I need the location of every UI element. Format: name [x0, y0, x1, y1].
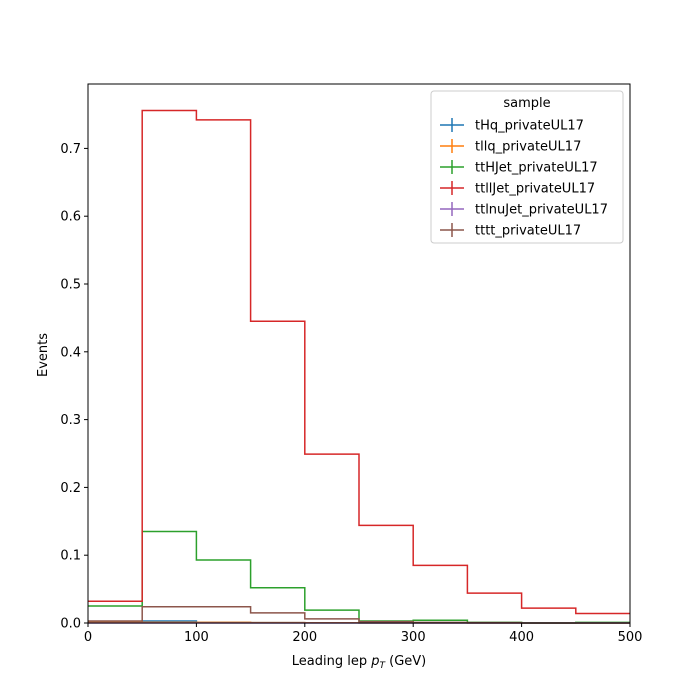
x-tick-label: 400 — [509, 630, 534, 645]
x-tick-label: 100 — [184, 630, 209, 645]
legend-box — [430, 90, 624, 244]
legend-label: ttHJet_privateUL17 — [475, 161, 598, 176]
legend-label: ttllJet_privateUL17 — [475, 182, 595, 197]
legend-label: tttt_privateUL17 — [475, 224, 581, 239]
legend-label: ttlnuJet_privateUL17 — [475, 203, 608, 218]
x-tick-label: 500 — [618, 630, 643, 645]
series-ttHJet_privateUL17-step-line — [88, 530, 630, 624]
legend-entry: ttHJet_privateUL17 — [440, 160, 598, 176]
plot-frame — [87, 83, 631, 624]
y-tick-label: 0.5 — [60, 278, 81, 293]
legend-label: tllq_privateUL17 — [475, 140, 581, 155]
legend-label: tHq_privateUL17 — [475, 119, 584, 134]
legend: sample tHq_privateUL17 tllq_privateUL17tt… — [430, 90, 624, 244]
y-tick-label: 0.2 — [60, 481, 81, 496]
y-tick-label: 0.3 — [60, 413, 81, 428]
y-tick-label: 0.4 — [60, 345, 81, 360]
legend-entry: ttlnuJet_privateUL17 — [440, 202, 608, 218]
y-tick-label: 0.0 — [60, 617, 81, 632]
y-tick-label: 0.7 — [60, 142, 81, 157]
y-tick-label: 0.1 — [60, 549, 81, 564]
x-axis: 0 100 200 300 400 500 — [84, 623, 643, 645]
legend-entry: ttllJet_privateUL17 — [440, 181, 595, 197]
series-ttllJet_privateUL17-step-line — [88, 109, 630, 615]
legend-title: sample — [503, 96, 550, 111]
legend-entries: tHq_privateUL17 tllq_privateUL17 ttHJet_pr… — [440, 118, 608, 239]
legend-entry: tHq_privateUL17 — [440, 118, 584, 134]
x-tick-label: 300 — [401, 630, 426, 645]
legend-entry: tllq_privateUL17 — [440, 139, 581, 155]
y-axis: 0.0 0.1 0.2 0.3 0.4 0.5 0.6 0.7 — [60, 142, 88, 632]
x-tick-label: 0 — [84, 630, 92, 645]
legend-entry: tttt_privateUL17 — [440, 223, 581, 239]
x-tick-label: 200 — [292, 630, 317, 645]
y-tick-label: 0.6 — [60, 210, 81, 225]
y-axis-label: Events — [36, 333, 51, 377]
x-axis-label: Leading lep pT (GeV) — [292, 654, 426, 671]
